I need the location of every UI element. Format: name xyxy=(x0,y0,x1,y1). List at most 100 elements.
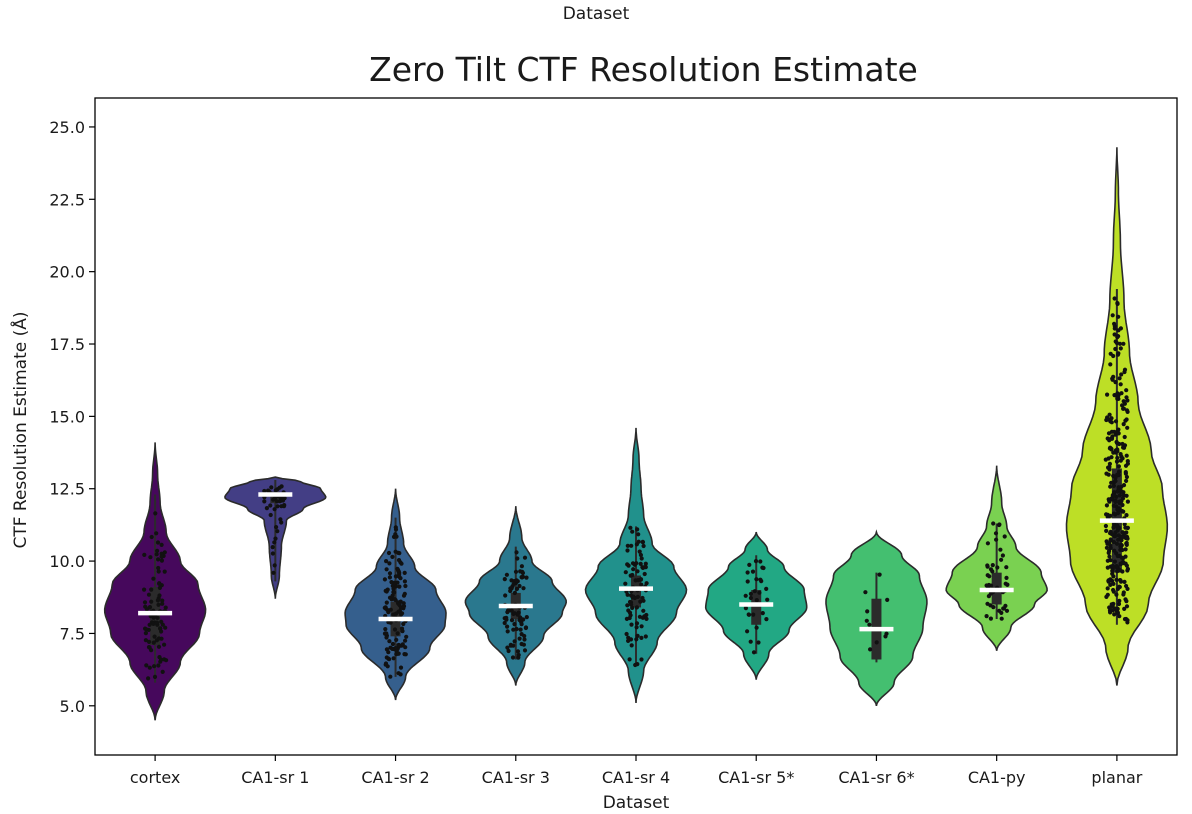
data-point xyxy=(515,649,521,654)
data-point xyxy=(384,600,389,605)
data-point xyxy=(754,625,759,630)
data-point xyxy=(635,594,641,600)
data-point xyxy=(511,581,516,587)
data-point xyxy=(164,658,169,663)
data-point xyxy=(756,640,761,645)
data-point xyxy=(1110,563,1115,569)
data-point xyxy=(1124,395,1129,400)
data-point xyxy=(1124,513,1129,518)
data-point xyxy=(505,610,510,615)
data-point xyxy=(519,616,524,622)
data-point xyxy=(1113,346,1118,352)
data-point xyxy=(624,616,630,622)
top-dataset-label: Dataset xyxy=(562,4,630,24)
data-point xyxy=(383,588,388,594)
data-point xyxy=(1115,301,1120,306)
data-point xyxy=(753,559,759,564)
data-point xyxy=(1110,434,1115,439)
data-point xyxy=(1104,528,1109,534)
data-point xyxy=(863,590,868,595)
data-point xyxy=(149,599,154,604)
data-point xyxy=(754,577,759,582)
data-point xyxy=(159,542,164,548)
data-point xyxy=(389,580,394,585)
data-point xyxy=(390,641,395,647)
data-point xyxy=(155,540,161,545)
data-point xyxy=(1121,483,1127,488)
data-point xyxy=(155,548,160,554)
data-point xyxy=(275,504,280,509)
y-tick-label: 15.0 xyxy=(49,407,85,426)
data-point xyxy=(995,565,1000,570)
data-point xyxy=(143,638,148,643)
data-point xyxy=(1108,610,1113,615)
data-point xyxy=(748,595,754,601)
data-point xyxy=(396,567,401,573)
data-point xyxy=(1113,419,1119,424)
data-point xyxy=(1116,487,1121,492)
data-point xyxy=(747,562,752,568)
data-point xyxy=(278,517,283,522)
data-point xyxy=(1104,594,1109,600)
data-point xyxy=(387,561,392,566)
data-point xyxy=(1107,499,1112,504)
data-point xyxy=(758,577,763,582)
data-point xyxy=(519,622,524,627)
data-point xyxy=(635,527,640,532)
data-point xyxy=(1111,374,1116,379)
y-tick-label: 25.0 xyxy=(49,118,85,137)
data-point xyxy=(1114,440,1120,445)
data-point xyxy=(1122,579,1127,585)
data-point xyxy=(156,569,161,574)
data-point xyxy=(1108,577,1113,582)
data-point xyxy=(403,583,408,589)
data-point xyxy=(764,617,769,622)
data-point xyxy=(272,540,277,545)
data-point xyxy=(754,598,759,603)
y-tick-label: 12.5 xyxy=(49,480,85,499)
data-point xyxy=(144,627,149,632)
data-point xyxy=(1121,341,1126,346)
data-point xyxy=(1117,614,1122,619)
data-point xyxy=(390,554,395,560)
data-point xyxy=(403,638,408,643)
data-point xyxy=(400,642,405,647)
data-point xyxy=(514,550,519,555)
data-point xyxy=(1118,452,1123,457)
data-point xyxy=(1104,503,1109,508)
data-point xyxy=(1005,582,1010,587)
data-point xyxy=(397,608,402,614)
data-point xyxy=(503,593,508,598)
data-point xyxy=(1121,422,1126,427)
x-tick-label: cortex xyxy=(130,768,180,787)
data-point xyxy=(1115,391,1120,396)
x-tick-label: planar xyxy=(1091,768,1142,787)
data-point xyxy=(514,626,519,632)
data-point xyxy=(1114,564,1119,569)
data-point xyxy=(151,621,156,627)
data-point xyxy=(1120,502,1125,508)
y-tick-label: 7.5 xyxy=(60,624,85,643)
data-point xyxy=(1121,406,1126,411)
data-point xyxy=(642,571,647,577)
data-point xyxy=(1117,499,1122,504)
data-point xyxy=(639,556,644,561)
data-point xyxy=(517,583,522,589)
data-point xyxy=(1115,447,1120,452)
data-point xyxy=(640,595,645,601)
data-point xyxy=(998,547,1003,552)
data-point xyxy=(1114,577,1119,582)
data-point xyxy=(154,620,160,625)
data-point xyxy=(502,577,507,582)
data-point xyxy=(630,561,636,566)
data-point xyxy=(279,484,284,489)
data-point xyxy=(748,639,753,644)
data-point xyxy=(152,674,158,680)
data-point xyxy=(384,567,389,572)
data-point xyxy=(160,601,165,606)
data-point xyxy=(146,592,152,597)
data-point xyxy=(509,618,515,623)
data-point xyxy=(636,532,641,537)
data-point xyxy=(752,589,757,594)
data-point xyxy=(994,537,999,542)
